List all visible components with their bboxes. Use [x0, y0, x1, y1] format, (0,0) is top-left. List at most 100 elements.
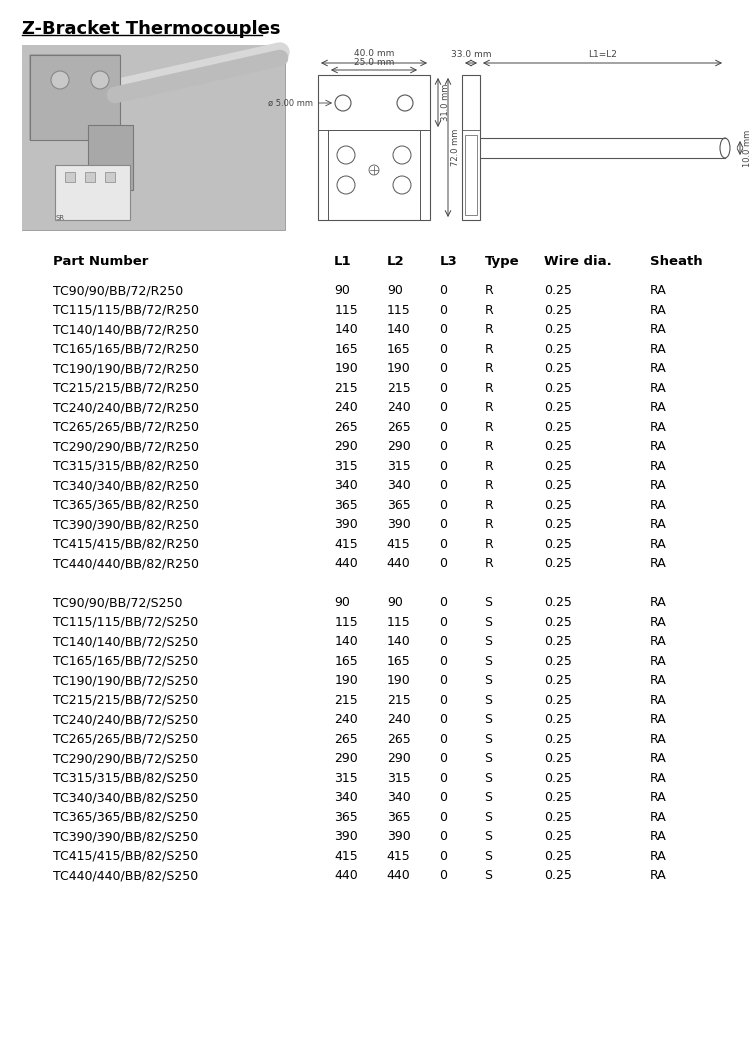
Text: 0.25: 0.25: [544, 459, 572, 473]
Text: TC290/290/BB/72/S250: TC290/290/BB/72/S250: [53, 752, 198, 766]
Text: R: R: [484, 323, 493, 337]
Text: 0: 0: [439, 694, 448, 707]
Text: TC440/440/BB/82/S250: TC440/440/BB/82/S250: [53, 870, 198, 882]
Text: 0: 0: [439, 459, 448, 473]
Text: RA: RA: [650, 323, 666, 337]
Text: 365: 365: [334, 499, 358, 512]
Text: R: R: [484, 381, 493, 395]
Text: 0: 0: [439, 674, 448, 687]
Text: 0.25: 0.25: [544, 538, 572, 551]
Text: 365: 365: [387, 499, 411, 512]
Text: 0: 0: [439, 363, 448, 375]
Text: 0.25: 0.25: [544, 810, 572, 824]
Text: RA: RA: [650, 459, 666, 473]
Text: S: S: [484, 596, 493, 609]
Text: 0: 0: [439, 850, 448, 862]
Text: TC390/390/BB/82/R250: TC390/390/BB/82/R250: [53, 518, 198, 531]
Text: 0.25: 0.25: [544, 323, 572, 337]
Text: TC90/90/BB/72/R250: TC90/90/BB/72/R250: [53, 285, 182, 297]
Text: 40.0 mm: 40.0 mm: [354, 49, 394, 58]
Bar: [55, 165, 130, 220]
Text: Sheath: Sheath: [650, 255, 702, 268]
Text: 0.25: 0.25: [544, 732, 572, 746]
Text: TC440/440/BB/82/R250: TC440/440/BB/82/R250: [53, 557, 198, 570]
Text: RA: RA: [650, 381, 666, 395]
Text: 0.25: 0.25: [544, 830, 572, 844]
Text: S: S: [484, 810, 493, 824]
Text: 0: 0: [439, 479, 448, 492]
Text: 365: 365: [387, 810, 411, 824]
Text: 365: 365: [334, 810, 358, 824]
Text: 0: 0: [439, 616, 448, 629]
Text: 0.25: 0.25: [544, 674, 572, 687]
Text: R: R: [484, 557, 493, 570]
Text: 140: 140: [334, 635, 358, 648]
Text: 215: 215: [334, 381, 358, 395]
Text: RA: RA: [650, 557, 666, 570]
Text: SR: SR: [55, 215, 64, 221]
Text: S: S: [484, 792, 493, 804]
Text: 140: 140: [387, 635, 411, 648]
Text: 165: 165: [334, 655, 358, 668]
Text: RA: RA: [650, 772, 666, 784]
Text: 72.0 mm: 72.0 mm: [451, 129, 460, 166]
Text: 190: 190: [387, 363, 411, 375]
Text: TC415/415/BB/82/S250: TC415/415/BB/82/S250: [53, 850, 198, 862]
Ellipse shape: [51, 71, 69, 89]
Text: 0.25: 0.25: [544, 479, 572, 492]
Text: TC90/90/BB/72/S250: TC90/90/BB/72/S250: [53, 596, 182, 609]
Text: R: R: [484, 499, 493, 512]
Text: 290: 290: [334, 752, 358, 766]
Text: RA: RA: [650, 538, 666, 551]
Text: RA: RA: [650, 655, 666, 668]
Text: 165: 165: [334, 343, 358, 355]
Text: 440: 440: [387, 870, 411, 882]
Text: RA: RA: [650, 713, 666, 726]
Text: TC390/390/BB/82/S250: TC390/390/BB/82/S250: [53, 830, 198, 844]
Text: 240: 240: [387, 713, 411, 726]
Text: TC190/190/BB/72/S250: TC190/190/BB/72/S250: [53, 674, 198, 687]
Text: 0.25: 0.25: [544, 635, 572, 648]
Text: 115: 115: [387, 616, 411, 629]
Text: L3: L3: [439, 255, 457, 268]
Text: TC265/265/BB/72/R250: TC265/265/BB/72/R250: [53, 421, 198, 433]
Text: 0: 0: [439, 792, 448, 804]
Text: 0.25: 0.25: [544, 870, 572, 882]
Text: TC265/265/BB/72/S250: TC265/265/BB/72/S250: [53, 732, 198, 746]
Text: S: S: [484, 850, 493, 862]
Text: R: R: [484, 421, 493, 433]
Text: 190: 190: [387, 674, 411, 687]
Text: TC140/140/BB/72/S250: TC140/140/BB/72/S250: [53, 635, 198, 648]
Text: 265: 265: [334, 421, 358, 433]
Text: 31.0 mm: 31.0 mm: [441, 84, 450, 122]
Text: 10.0 mm: 10.0 mm: [743, 130, 751, 166]
Text: 90: 90: [334, 285, 350, 297]
Text: 0: 0: [439, 285, 448, 297]
Text: S: S: [484, 830, 493, 844]
Bar: [465, 135, 477, 215]
Text: 390: 390: [334, 518, 358, 531]
Text: 340: 340: [387, 792, 411, 804]
Text: 0.25: 0.25: [544, 303, 572, 317]
Text: 90: 90: [387, 285, 403, 297]
Text: 440: 440: [334, 557, 358, 570]
Text: R: R: [484, 441, 493, 453]
Text: 0.25: 0.25: [544, 694, 572, 707]
Text: TC315/315/BB/82/R250: TC315/315/BB/82/R250: [53, 459, 198, 473]
Text: 415: 415: [334, 538, 358, 551]
Text: S: S: [484, 655, 493, 668]
Text: 0.25: 0.25: [544, 343, 572, 355]
Bar: [462, 75, 480, 220]
Text: 0.25: 0.25: [544, 557, 572, 570]
Text: 0: 0: [439, 518, 448, 531]
Text: 190: 190: [334, 674, 358, 687]
Text: 390: 390: [387, 518, 411, 531]
Text: 0.25: 0.25: [544, 285, 572, 297]
Text: 0.25: 0.25: [544, 772, 572, 784]
Text: R: R: [484, 518, 493, 531]
Text: 190: 190: [334, 363, 358, 375]
Text: Type: Type: [484, 255, 519, 268]
Text: TC240/240/BB/72/R250: TC240/240/BB/72/R250: [53, 401, 198, 415]
Text: 440: 440: [387, 557, 411, 570]
Text: 0: 0: [439, 343, 448, 355]
